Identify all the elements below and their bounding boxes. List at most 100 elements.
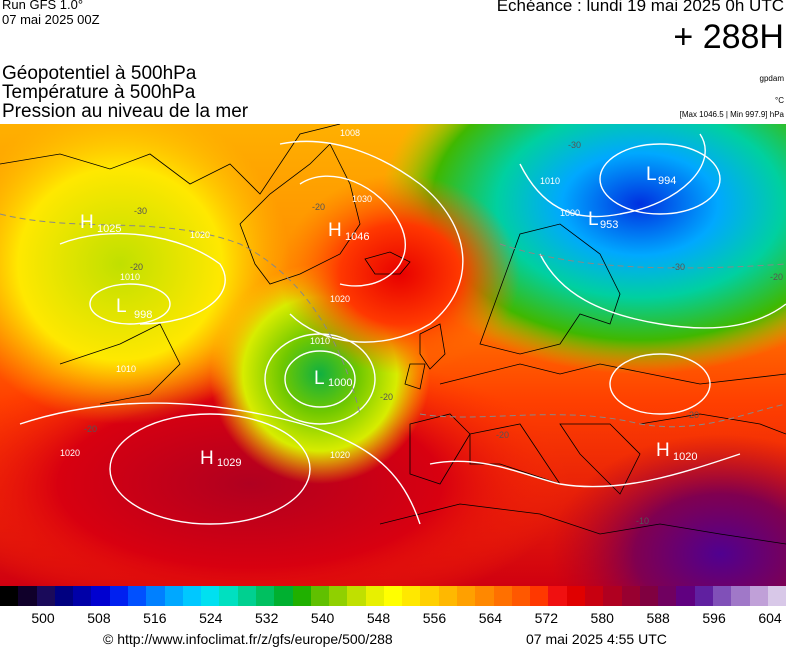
color-swatch xyxy=(201,586,220,606)
isobar-label: 1020 xyxy=(330,294,350,304)
temp-label: -20 xyxy=(770,272,783,282)
pressure-center: L 1000 xyxy=(314,368,352,389)
pressure-center: H 1029 xyxy=(200,448,241,469)
color-swatch xyxy=(18,586,37,606)
color-swatch xyxy=(493,586,512,606)
color-scale-tick: 596 xyxy=(702,610,726,626)
temp-label: -20 xyxy=(686,410,699,420)
pressure-center: L 998 xyxy=(116,296,152,321)
color-swatch xyxy=(749,586,768,606)
color-swatch xyxy=(292,586,311,606)
color-scale-tick: 580 xyxy=(590,610,614,626)
color-swatch xyxy=(639,586,659,606)
unit-geopotential: gpdam xyxy=(759,74,784,83)
pressure-center: L 953 xyxy=(588,209,618,231)
color-swatch xyxy=(383,586,403,606)
valid-time: Echéance : lundi 19 mai 2025 0h UTC xyxy=(496,0,784,15)
field-pressure: Pression au niveau de la mer xyxy=(2,101,249,122)
color-scale-tick: 548 xyxy=(366,610,391,626)
color-swatch xyxy=(621,586,640,606)
svg-text:1020: 1020 xyxy=(673,451,697,463)
color-swatch xyxy=(146,586,165,606)
color-swatch xyxy=(182,586,202,606)
color-swatch xyxy=(109,586,128,606)
pressure-center: H 1020 xyxy=(656,440,697,463)
color-swatch xyxy=(0,586,19,606)
color-scale-tick: 572 xyxy=(534,610,558,626)
color-scale-tick: 540 xyxy=(310,610,335,626)
color-swatch xyxy=(420,586,439,606)
color-scale-tick: 524 xyxy=(199,610,223,626)
svg-text:H: H xyxy=(200,448,214,469)
svg-text:H: H xyxy=(328,220,342,241)
color-swatch xyxy=(255,586,275,606)
color-swatch xyxy=(219,586,238,606)
color-swatch xyxy=(274,586,293,606)
color-scale xyxy=(0,586,786,606)
color-swatch xyxy=(73,586,92,606)
isobar-label: 1000 xyxy=(560,208,580,218)
svg-text:H: H xyxy=(656,440,670,461)
color-swatch xyxy=(566,586,585,606)
color-swatch xyxy=(530,586,549,606)
color-swatch xyxy=(164,586,183,606)
weather-map: H 1025 L 998 H 1046 L 1000 H 1029 L 994 L 953 H… xyxy=(0,124,786,586)
svg-text:1000: 1000 xyxy=(328,377,352,389)
color-scale-tick: 532 xyxy=(255,610,279,626)
isobar-label: 1010 xyxy=(116,364,136,374)
isobar-label: 1010 xyxy=(120,272,140,282)
color-scale-tick: 588 xyxy=(646,610,670,626)
svg-text:H: H xyxy=(80,212,94,233)
svg-text:L: L xyxy=(314,368,325,389)
color-swatch xyxy=(676,586,695,606)
svg-text:953: 953 xyxy=(600,219,618,231)
color-swatch xyxy=(310,586,330,606)
field-temperature: Température à 500hPa xyxy=(2,82,196,103)
color-scale-tick: 508 xyxy=(87,610,111,626)
pressure-center: H 1025 xyxy=(80,212,121,235)
temp-label: -20 xyxy=(312,202,325,212)
isobar-label: 1020 xyxy=(190,230,210,240)
color-swatch xyxy=(731,586,750,606)
svg-text:1029: 1029 xyxy=(217,457,241,469)
color-swatch xyxy=(365,586,384,606)
svg-text:L: L xyxy=(588,209,599,230)
temp-label: -30 xyxy=(672,262,685,272)
color-swatch xyxy=(329,586,348,606)
color-scale-tick: 604 xyxy=(758,610,782,626)
pressure-center: L 994 xyxy=(646,164,676,187)
isobar-label: 1008 xyxy=(340,128,360,138)
color-swatch xyxy=(712,586,732,606)
isobar-label: 1010 xyxy=(540,176,560,186)
unit-temperature: °C xyxy=(775,96,784,105)
color-swatch xyxy=(603,586,622,606)
color-swatch xyxy=(36,586,55,606)
isobar-label: 1020 xyxy=(330,450,350,460)
color-swatch xyxy=(347,586,366,606)
run-date: 07 mai 2025 00Z xyxy=(2,12,100,27)
svg-text:994: 994 xyxy=(658,175,676,187)
color-scale-tick: 556 xyxy=(422,610,447,626)
svg-text:1046: 1046 xyxy=(345,231,369,243)
pressure-center: H 1046 xyxy=(328,220,369,243)
source-url: © http://www.infoclimat.fr/z/gfs/europe/… xyxy=(103,631,393,647)
temp-label: -20 xyxy=(380,392,393,402)
color-swatch xyxy=(658,586,677,606)
svg-text:L: L xyxy=(646,164,657,185)
color-swatch xyxy=(694,586,713,606)
color-swatch xyxy=(585,586,604,606)
color-swatch xyxy=(438,586,458,606)
color-swatch xyxy=(457,586,476,606)
lead-time: + 288H xyxy=(673,18,784,56)
color-swatch xyxy=(402,586,421,606)
pressure-range: [Max 1046.5 | Min 997.9] hPa xyxy=(679,110,784,119)
temp-label: -20 xyxy=(84,424,97,434)
color-swatch xyxy=(237,586,256,606)
generation-time: 07 mai 2025 4:55 UTC xyxy=(526,631,667,647)
color-swatch xyxy=(475,586,494,606)
color-swatch xyxy=(767,586,786,606)
run-label: Run GFS 1.0° xyxy=(2,0,84,12)
color-swatch xyxy=(127,586,147,606)
color-swatch xyxy=(91,586,110,606)
temp-label: -10 xyxy=(636,516,649,526)
